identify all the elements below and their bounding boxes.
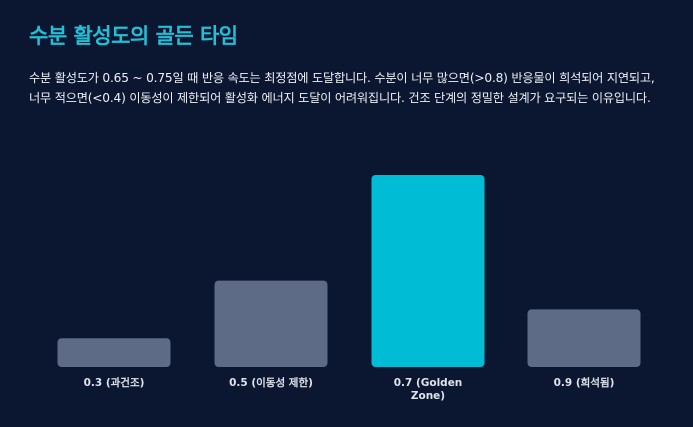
x-tick-label-2: 0.7 (Golden Zone) bbox=[394, 377, 463, 402]
x-tick-label-3: 0.9 (희석됨) bbox=[554, 376, 615, 389]
bar-2 bbox=[371, 175, 485, 367]
bar-3 bbox=[527, 309, 641, 367]
bar-1 bbox=[214, 280, 328, 367]
page-title: 수분 활성도의 골든 타임 bbox=[29, 24, 238, 48]
bar-0 bbox=[57, 338, 171, 367]
x-tick-label-0: 0.3 (과건조) bbox=[84, 376, 145, 389]
x-tick-label-1: 0.5 (이동성 제한) bbox=[229, 376, 313, 389]
chart-description: 수분 활성도가 0.65 ~ 0.75일 때 반응 속도는 최정점에 도달합니다… bbox=[29, 71, 655, 105]
